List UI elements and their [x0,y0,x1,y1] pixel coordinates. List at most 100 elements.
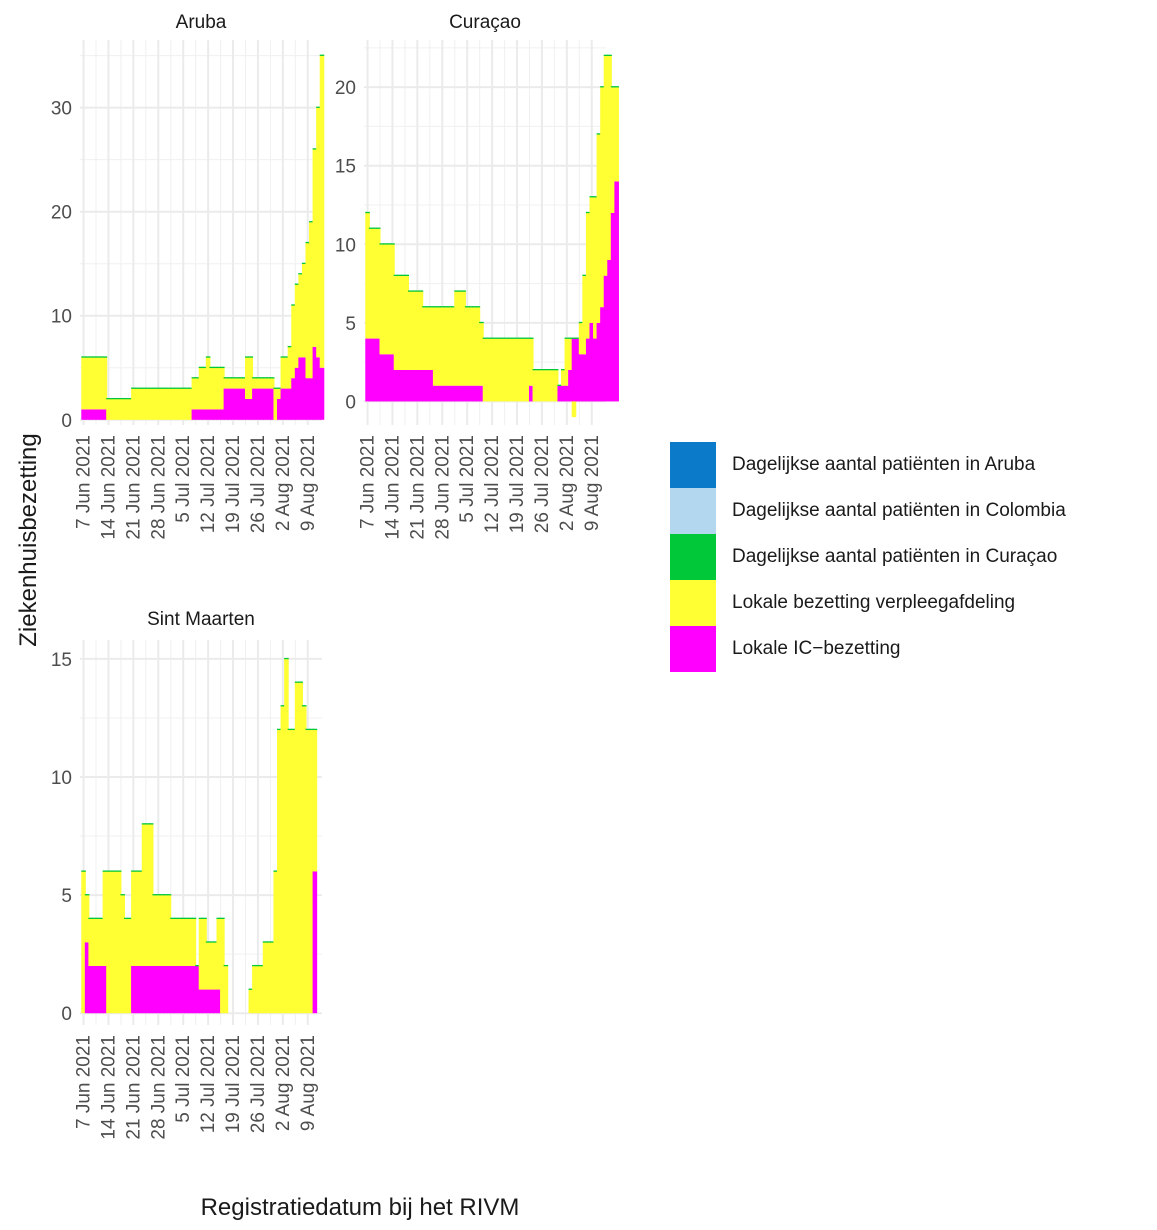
x-tick-label: 21 Jun 2021 [407,435,428,540]
bar-cap [298,273,303,275]
bar-cap [440,306,445,308]
bar-cap [159,894,165,896]
bar-segment [379,354,385,402]
bar-segment [368,228,374,339]
bar-segment [209,942,214,990]
bar-cap [220,366,225,369]
bar-segment [294,682,300,1014]
bar-segment [202,989,207,1014]
bar-cap [88,917,93,920]
bar-segment [269,388,275,420]
bar-cap [273,870,279,872]
bar-cap [145,387,150,389]
bar-segment [593,338,598,402]
bar-segment [390,244,395,355]
bar-segment [195,965,200,1014]
bar-segment [479,385,484,402]
bar-segment [309,378,314,420]
bar-segment [141,965,147,1014]
bar-cap [166,387,172,389]
x-tick-label: 2 Aug 2021 [273,1035,294,1131]
bar-segment [379,244,385,355]
bar-cap [511,337,516,339]
bar-segment [230,378,236,389]
x-tick-label: 26 Jul 2021 [248,1035,269,1133]
bar-segment [109,871,115,1014]
bar-segment [450,385,456,402]
bar-cap [479,321,484,324]
bar-segment [123,918,129,1014]
bar-cap [116,397,122,400]
bar-segment [141,824,147,966]
bar-segment [422,307,427,370]
bar-cap [269,941,275,943]
bar-segment [436,307,442,386]
bar-segment [205,989,211,1014]
bar-cap [127,917,133,920]
bar-segment [280,706,286,1014]
bar-cap [539,369,545,371]
bar-segment [227,378,232,389]
bar-cap [305,728,311,731]
bar-cap [443,306,449,308]
y-axis-title: Ziekenhuisbezetting [15,433,42,646]
bar-cap [209,941,214,943]
bar-segment [486,338,491,402]
bar-cap [95,356,101,358]
bar-segment [432,385,438,402]
bar-segment [209,409,214,420]
bar-cap [457,290,463,292]
bar-cap [170,387,175,389]
bar-segment [312,729,318,872]
y-tick-label: 10 [51,307,72,328]
bar-segment [138,871,143,966]
bar-segment [457,291,463,386]
bar-cap [312,148,318,150]
bar-segment [298,682,303,1014]
bar-cap [163,894,168,896]
panel-sint-maarten: 0 5 10 15 7 Jun 2021 14 Jun 2021 21 Jun 2021 28… [51,609,322,1140]
bar-cap [386,243,392,245]
bar-segment [393,275,399,370]
bar-segment [262,388,268,420]
bar-segment [585,338,591,402]
bar-segment [425,307,431,370]
bar-cap [614,86,619,88]
bar-cap [262,941,268,943]
bar-segment [539,370,545,402]
bar-segment [152,895,158,966]
bar-segment [180,918,186,966]
bar-segment [216,989,222,1014]
bar-segment [131,388,136,420]
bar-cap [195,377,200,379]
bar-cap [575,337,580,339]
bar-cap [120,894,125,896]
bar-cap [404,274,409,277]
bar-cap [120,397,125,400]
bar-cap [472,306,477,308]
bar-segment [607,260,612,402]
x-tick-label: 9 Aug 2021 [298,435,319,531]
bar-segment [475,385,481,402]
bar-segment [84,357,90,410]
legend-label-ward-occupancy: Lokale bezetting verpleegafdeling [732,592,1016,613]
bar-cap [109,870,115,872]
bar-segment [95,357,101,410]
bar-segment [209,367,214,410]
bar-segment [561,385,566,402]
bar-segment [532,370,538,402]
bar-segment [475,307,481,386]
bar-segment [571,401,577,418]
bar-segment [223,378,229,389]
bar-cap [447,306,452,308]
bar-cap [255,377,261,379]
bar-segment [191,965,197,1014]
bar-cap [131,387,136,389]
bar-cap [255,964,261,967]
bar-cap [532,369,538,371]
bar-segment [518,338,523,402]
bar-segment [312,871,318,1014]
bar-segment [593,197,598,339]
bar-cap [91,917,97,920]
